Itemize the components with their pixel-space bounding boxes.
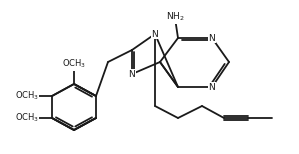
Text: NH$_2$: NH$_2$ (166, 11, 184, 23)
Text: N: N (209, 34, 215, 43)
Text: OCH$_3$: OCH$_3$ (62, 58, 86, 70)
Text: OCH$_3$: OCH$_3$ (15, 90, 39, 102)
Text: N: N (129, 69, 135, 79)
Text: OCH$_3$: OCH$_3$ (15, 112, 39, 124)
Text: N: N (209, 83, 215, 91)
Text: N: N (152, 30, 158, 38)
